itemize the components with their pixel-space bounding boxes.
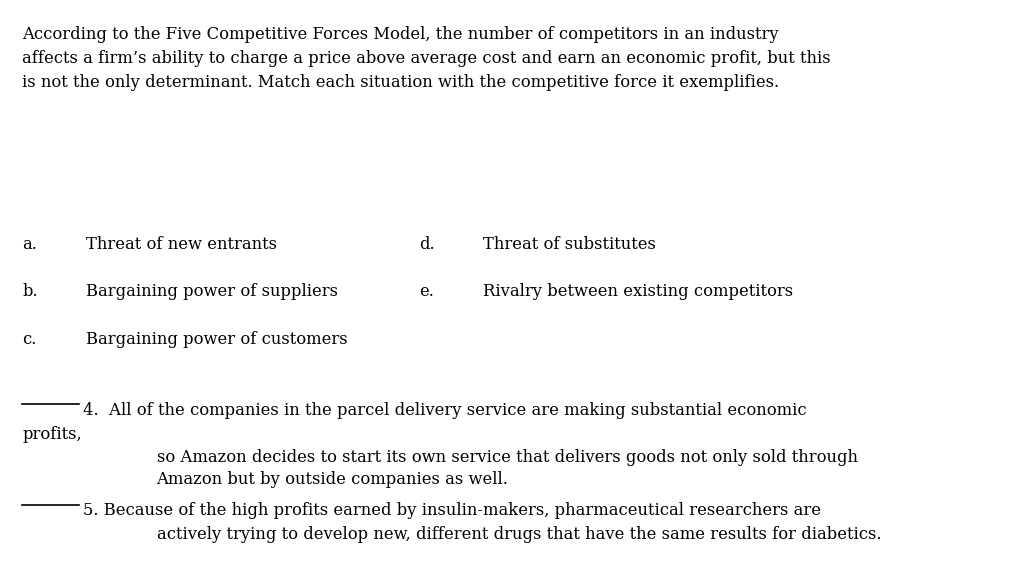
Text: Bargaining power of customers: Bargaining power of customers (86, 331, 347, 348)
Text: a.: a. (22, 236, 37, 253)
Text: c.: c. (22, 331, 36, 348)
Text: Threat of new entrants: Threat of new entrants (86, 236, 277, 253)
Text: Bargaining power of suppliers: Bargaining power of suppliers (86, 283, 338, 300)
Text: profits,: profits, (22, 426, 82, 443)
Text: Amazon but by outside companies as well.: Amazon but by outside companies as well. (157, 471, 508, 488)
Text: 5. Because of the high profits earned by insulin-makers, pharmaceutical research: 5. Because of the high profits earned by… (83, 502, 821, 519)
Text: According to the Five Competitive Forces Model, the number of competitors in an : According to the Five Competitive Forces… (22, 26, 831, 91)
Text: d.: d. (419, 236, 434, 253)
Text: so Amazon decides to start its own service that delivers goods not only sold thr: so Amazon decides to start its own servi… (157, 449, 857, 466)
Text: b.: b. (22, 283, 37, 300)
Text: Threat of substitutes: Threat of substitutes (483, 236, 655, 253)
Text: actively trying to develop new, different drugs that have the same results for d: actively trying to develop new, differen… (157, 526, 881, 542)
Text: 4.  All of the companies in the parcel delivery service are making substantial e: 4. All of the companies in the parcel de… (83, 402, 806, 418)
Text: e.: e. (419, 283, 434, 300)
Text: Rivalry between existing competitors: Rivalry between existing competitors (483, 283, 793, 300)
